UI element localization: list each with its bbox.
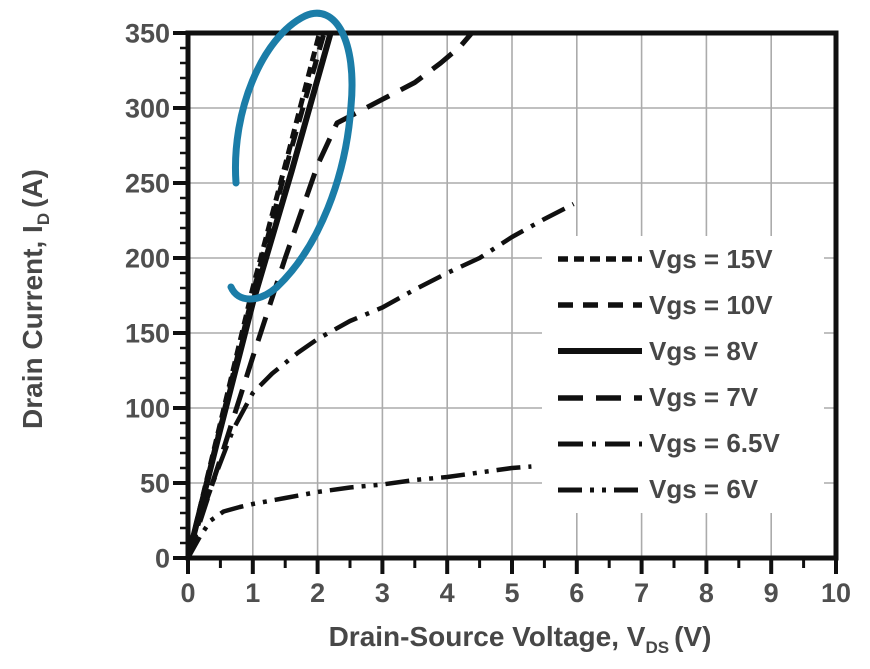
plot-frame xyxy=(185,30,839,561)
x-tick-label: 8 xyxy=(699,578,714,608)
legend-label-vgs-10v: Vgs = 10V xyxy=(649,289,773,320)
highlight-ellipse-annotation xyxy=(227,9,356,303)
y-tick-label: 300 xyxy=(125,94,170,124)
legend-item-vgs-6v: Vgs = 6V xyxy=(557,467,824,513)
curve-vgs-15v xyxy=(185,32,322,559)
legend-item-vgs-8v: Vgs = 8V xyxy=(557,328,824,374)
legend-item-vgs-7v: Vgs = 7V xyxy=(557,375,824,421)
legend-label-vgs-8v: Vgs = 8V xyxy=(649,335,759,366)
x-tick-label: 6 xyxy=(569,578,584,608)
x-axis-title-unit: (V) xyxy=(674,621,712,652)
y-tick-label: 0 xyxy=(155,544,170,574)
y-tick-label: 100 xyxy=(125,394,170,424)
legend-line-sample-vgs-10v xyxy=(558,302,642,308)
y-tick-label: 150 xyxy=(125,319,170,349)
y-axis-title: Drain Current, ID (A) xyxy=(17,169,53,429)
legend-item-vgs-15v: Vgs = 15V xyxy=(557,236,824,282)
x-tick-label: 0 xyxy=(180,578,195,608)
legend-line-sample-vgs-15v xyxy=(558,256,642,262)
legend-item-vgs-6p5v: Vgs = 6.5V xyxy=(557,421,824,467)
x-axis-title-subscript: DS xyxy=(645,638,670,657)
legend: Vgs = 15V Vgs = 10V Vgs = 8V Vgs = 7V Vgs = … xyxy=(542,236,824,513)
x-tick-label: 7 xyxy=(634,578,649,608)
x-tick-label: 1 xyxy=(245,578,260,608)
legend-item-vgs-10v: Vgs = 10V xyxy=(557,282,824,328)
y-axis-title-unit: (A) xyxy=(17,169,48,208)
legend-line-sample-vgs-7v xyxy=(558,394,642,401)
x-tick-label: 3 xyxy=(375,578,390,608)
y-tick-label: 350 xyxy=(125,19,170,49)
legend-label-vgs-6p5v: Vgs = 6.5V xyxy=(649,428,780,459)
y-tick-label: 200 xyxy=(125,244,170,274)
x-tick-label: 9 xyxy=(764,578,779,608)
x-tick-label: 2 xyxy=(310,578,325,608)
legend-label-vgs-7v: Vgs = 7V xyxy=(649,382,759,413)
y-axis-title-subscript: D xyxy=(34,212,53,226)
x-tick-label: 5 xyxy=(504,578,519,608)
y-axis-title-text: Drain Current, I xyxy=(17,225,48,429)
x-axis-title: Drain-Source Voltage, VDS (V) xyxy=(328,621,712,656)
legend-label-vgs-6v: Vgs = 6V xyxy=(649,474,759,505)
curve-vgs-6p5v xyxy=(185,201,575,559)
x-tick-label: 4 xyxy=(440,578,455,608)
legend-line-sample-vgs-6p5v xyxy=(558,441,642,447)
curve-vgs-6v xyxy=(186,464,532,560)
x-tick-label: 10 xyxy=(821,578,851,608)
legend-label-vgs-15v: Vgs = 15V xyxy=(649,243,773,274)
x-axis-title-text: Drain-Source Voltage, V xyxy=(328,621,646,652)
y-tick-label: 50 xyxy=(140,469,170,499)
legend-line-sample-vgs-6v xyxy=(558,487,642,493)
y-tick-label: 250 xyxy=(125,169,170,199)
legend-line-sample-vgs-8v xyxy=(558,348,642,355)
